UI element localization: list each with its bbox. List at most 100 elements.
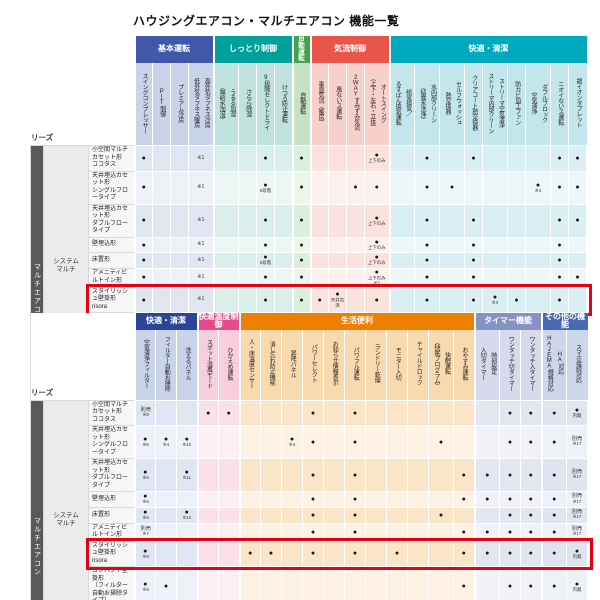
feature-cell: ● [291, 286, 311, 314]
feature-cell [281, 491, 303, 508]
feature-cell: ● [568, 145, 587, 172]
cell-text: ※1 [197, 274, 205, 281]
feature-cell [365, 540, 387, 568]
feature-cell: ● [291, 145, 311, 172]
dot-mark: ● [557, 184, 562, 192]
feature-cell [309, 252, 329, 269]
cell-footnote: ※10 [182, 442, 192, 448]
feature-cell [260, 425, 282, 460]
column-header: 銀イオンタブレット [568, 63, 587, 146]
feature-cell: ● [291, 170, 311, 205]
feature-cell [281, 566, 303, 600]
feature-cell [439, 145, 465, 172]
feature-cell: ● [133, 267, 153, 288]
column-header: プレミアム冷房 [170, 63, 189, 146]
feature-cell: ● [291, 267, 311, 288]
feature-cell: ● ※9 [133, 540, 156, 568]
feature-cell [428, 540, 454, 568]
feature-cell: ● [346, 170, 365, 205]
feature-cell: 別売 ※17 [566, 522, 588, 542]
dot-mark: ● [507, 528, 513, 536]
row-name: 天井埋込カセット形 シングルフロータイプ [88, 425, 135, 460]
feature-cell: ●上下のみ [364, 252, 390, 269]
feature-cell [155, 522, 177, 542]
feature-cell [274, 170, 293, 205]
dot-mark: ● [143, 509, 148, 517]
feature-cell [212, 236, 239, 254]
cell-footnote: ※17 [572, 515, 582, 520]
feature-cell: ● [473, 522, 500, 542]
cell-footnote: 内蔵 [572, 587, 582, 593]
feature-cell [365, 425, 387, 460]
feature-cell [196, 458, 219, 493]
dot-mark: ● [557, 155, 562, 162]
dot-mark: ● [335, 291, 340, 299]
feature-cell: ● [520, 425, 542, 460]
feature-cell [323, 522, 345, 542]
dot-mark: ● [263, 181, 268, 189]
column-header: お知らせ情報表示 [323, 329, 345, 401]
feature-cell [473, 506, 500, 524]
column-header-text: 給気換気／ るすばん換気運転 [394, 80, 411, 125]
dot-mark: ● [507, 438, 513, 446]
cell-footnote: ※4 [534, 188, 542, 194]
feature-cell: ● [540, 458, 567, 493]
dot-mark: ● [317, 296, 322, 304]
dot-mark: ● [557, 296, 562, 304]
cell-footnote: ※6 [142, 515, 149, 521]
column-group-header: 気流制御 [309, 36, 390, 64]
dot-mark: ● [424, 184, 430, 192]
column-header-text: スイングコンプレッサー [141, 72, 147, 134]
feature-cell: ● [520, 522, 542, 542]
feature-cell [238, 203, 257, 238]
feature-cell: ● [155, 566, 177, 600]
feature-cell [386, 522, 408, 542]
column-header-text: 高外気タフネス冷房 低外気タフネス暖房 [192, 78, 210, 128]
dot-mark: ● [424, 274, 430, 282]
feature-cell: ● [540, 399, 567, 427]
column-header: パワフル運転 [344, 329, 366, 401]
feature-cell [323, 506, 345, 524]
column-header: 快眠運転 （快眠プログラム） [428, 329, 454, 401]
cell-text: 別売 [571, 468, 583, 475]
feature-cell [365, 491, 387, 508]
feature-cell [196, 491, 219, 508]
feature-cell: ● [550, 286, 569, 314]
row-name: 床置形 [88, 252, 135, 269]
feature-cell: 別売 ※17 [566, 458, 588, 493]
dot-mark: ● [471, 274, 476, 282]
feature-cell [365, 399, 387, 427]
table-row: コンパクト壁掛形 （フィルター自動お掃除タイプ）●※9●●●●●●内蔵 [31, 566, 588, 600]
feature-cell [328, 203, 347, 238]
cell-footnote: ※6 [142, 475, 149, 481]
feature-cell: ● [414, 286, 440, 314]
cell-footnote: 上下のみ [367, 261, 386, 266]
feature-cell: ● [520, 540, 542, 568]
cell-footnote: ※17 [572, 475, 582, 480]
feature-cell: ● [464, 145, 483, 172]
feature-cell [328, 236, 347, 254]
feature-cell [155, 540, 177, 568]
cell-footnote: ※9 [142, 554, 149, 560]
feature-cell [238, 170, 257, 205]
dot-mark: ● [310, 550, 316, 558]
column-header-text: 防カビ加工ファン [513, 80, 520, 125]
dot-mark: ● [299, 155, 304, 162]
feature-cell: ● [550, 145, 569, 172]
feature-cell: ※1 [188, 286, 214, 314]
feature-cell [386, 458, 408, 493]
feature-cell [346, 203, 365, 238]
column-header: スイングコンプレッサー [133, 63, 153, 146]
feature-cell [218, 491, 240, 508]
dot-mark: ● [141, 274, 146, 282]
dot-mark: ● [552, 550, 557, 558]
feature-cell: ● [344, 399, 366, 427]
feature-cell: ● [344, 425, 366, 460]
feature-cell: ● [428, 506, 454, 524]
row-name: 小空間マルチカセット形 ココタス [88, 399, 135, 427]
feature-cell: ● [499, 540, 521, 568]
feature-cell [407, 399, 429, 427]
series-label: 機種シリーズ [30, 387, 54, 397]
column-header-text: 9段階セレクトドライ [262, 75, 269, 131]
table-row: 天井埋込カセット形 ダブルフロータイプ ● ※1 ● ● ● 上下のみ ● ● ● ● [31, 203, 587, 238]
